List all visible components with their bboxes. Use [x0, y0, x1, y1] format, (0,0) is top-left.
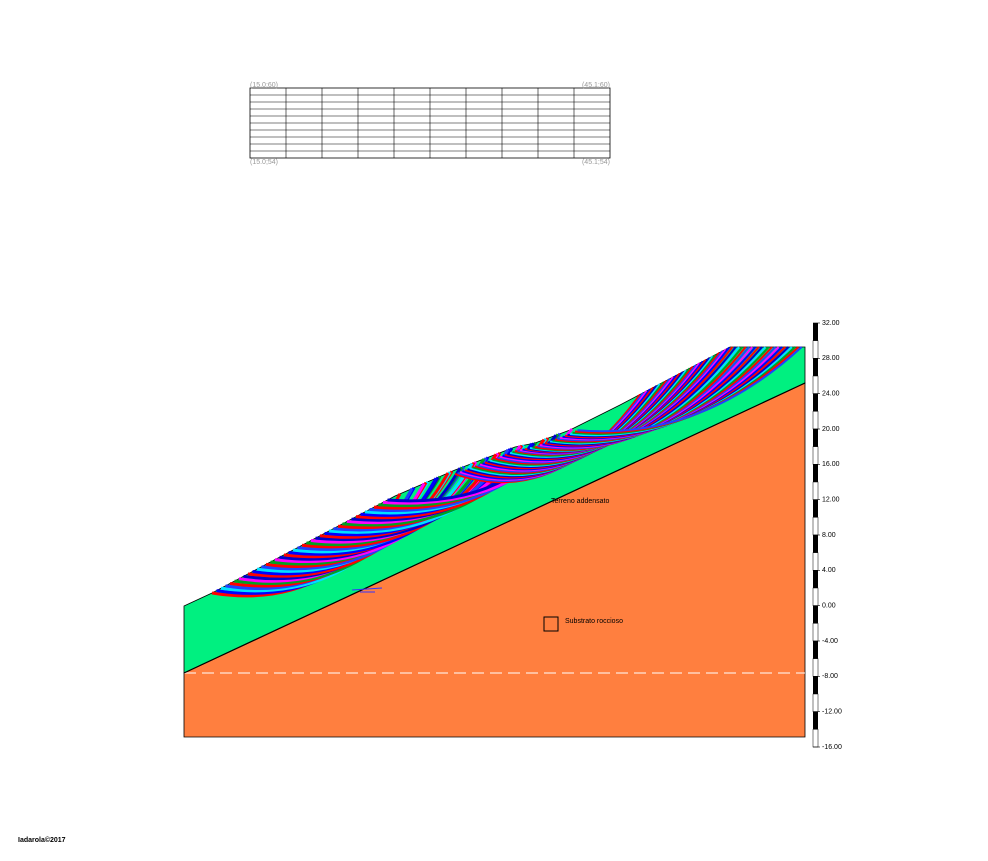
scale-segment: [812, 658, 819, 677]
scale-label: -12.00: [822, 709, 842, 716]
scale-label: 4.00: [822, 567, 836, 574]
scale-label: 28.00: [822, 355, 840, 362]
footer: Iadarola©2017: [18, 836, 66, 844]
scale-segment: [812, 693, 819, 712]
scale-segment: [812, 587, 819, 606]
scale-segment: [813, 570, 818, 588]
scale-segment: [812, 340, 819, 359]
scale-segment: [812, 481, 819, 500]
scale-label: -8.00: [822, 673, 838, 680]
scale-segment: [812, 446, 819, 465]
scale-segment: [812, 552, 819, 571]
layer-boundary: [183, 382, 806, 674]
layer-label: Substrato roccioso: [565, 618, 623, 625]
scale-label: 24.00: [822, 391, 840, 398]
grid-corner: (15.0;54): [250, 159, 278, 166]
marker: [351, 587, 383, 593]
layer-marker: [543, 616, 559, 632]
scale-segment: [813, 429, 818, 447]
scale-segment: [812, 729, 819, 748]
scale-segment: [813, 323, 818, 341]
scale-label: 8.00: [822, 532, 836, 539]
layer-label: Terreno addensato: [551, 498, 609, 505]
grid-corner: (15.0;60): [250, 82, 278, 89]
scale-label: -16.00: [822, 744, 842, 751]
scale-segment: [813, 535, 818, 553]
scale-label: 0.00: [822, 603, 836, 610]
scale-segment: [812, 375, 819, 394]
elevation-scale: 32.00 28.00 24.00 20.00 16.00 12.00 8.00 4.00 0.…: [812, 320, 842, 751]
scale-segment: [813, 605, 818, 624]
scale-segment: [813, 358, 818, 376]
scale-label: -4.00: [822, 638, 838, 645]
scale-segment: [812, 411, 819, 430]
scale-label: 12.00: [822, 497, 840, 504]
scale-segment: [812, 517, 819, 536]
scale-label: 20.00: [822, 426, 840, 433]
grid-corner: (45.1;54): [582, 159, 610, 166]
grid-table: [249, 87, 611, 159]
slip-arc: [577, 346, 803, 433]
scale-segment: [813, 711, 818, 730]
scale-segment: [813, 393, 818, 412]
scale-segment: [813, 676, 818, 694]
scale-segment: [813, 464, 818, 482]
scale-label: 32.00: [822, 320, 840, 327]
scale-label: 16.00: [822, 461, 840, 468]
grid-corner: (45.1;60): [582, 82, 610, 89]
scale-segment: [813, 641, 818, 659]
scale-segment: [812, 623, 819, 642]
scale-segment: [813, 499, 818, 518]
slip-surfaces: [211, 346, 803, 598]
